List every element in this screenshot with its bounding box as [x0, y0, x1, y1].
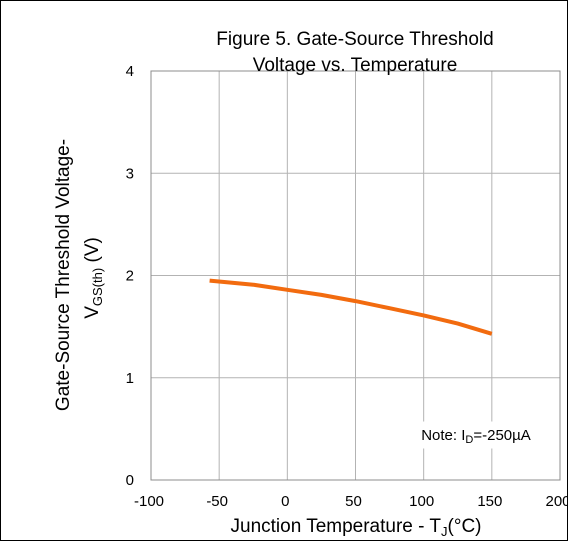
x-tick-label: 150 — [477, 493, 502, 510]
y-axis-label-symbol: V — [82, 306, 103, 319]
y-tick-label: 3 — [126, 165, 134, 182]
note-box — [399, 421, 551, 449]
y-tick-label: 1 — [126, 370, 134, 387]
x-axis-label-unit: (°C) — [448, 516, 482, 537]
x-tick-label: -50 — [206, 493, 228, 510]
note-annotation: Note: ID=-250µA — [421, 427, 531, 446]
series-group — [209, 278, 493, 336]
series-line — [209, 278, 493, 336]
note-value: =-250µA — [473, 427, 530, 444]
chart-title-line-2: Voltage vs. Temperature — [253, 55, 458, 76]
grid — [150, 70, 561, 481]
y-tick-label: 2 — [126, 268, 134, 285]
x-tick-labels: -100 -50 0 50 100 150 200 — [134, 493, 568, 510]
x-tick-label: 200 — [545, 493, 568, 510]
x-tick-label: 100 — [409, 493, 434, 510]
y-tick-labels: 0 1 2 3 4 — [126, 63, 134, 489]
x-axis-label-subscript: J — [441, 524, 448, 539]
chart-title-line-1: Figure 5. Gate-Source Threshold — [216, 29, 493, 50]
y-axis-label-subscript: GS(th) — [90, 268, 105, 306]
x-tick-label: 0 — [281, 493, 289, 510]
note-subscript: D — [465, 434, 473, 446]
y-axis-label-line-1: Gate-Source Threshold Voltage- — [53, 139, 74, 411]
title-background — [210, 55, 500, 70]
x-axis-label: Junction Temperature - TJ(°C) — [231, 516, 482, 539]
y-axis-label-unit: (V) — [82, 237, 103, 268]
x-tick-label: 50 — [345, 493, 362, 510]
x-tick-label: -100 — [134, 493, 164, 510]
y-axis-label-line-2: VGS(th) (V) — [82, 237, 105, 319]
x-axis-label-text: Junction Temperature - T — [231, 516, 442, 537]
plot-area — [150, 70, 561, 481]
y-tick-label: 4 — [126, 63, 134, 80]
note-text: Note: I — [421, 427, 465, 444]
y-tick-label: 0 — [126, 472, 134, 489]
